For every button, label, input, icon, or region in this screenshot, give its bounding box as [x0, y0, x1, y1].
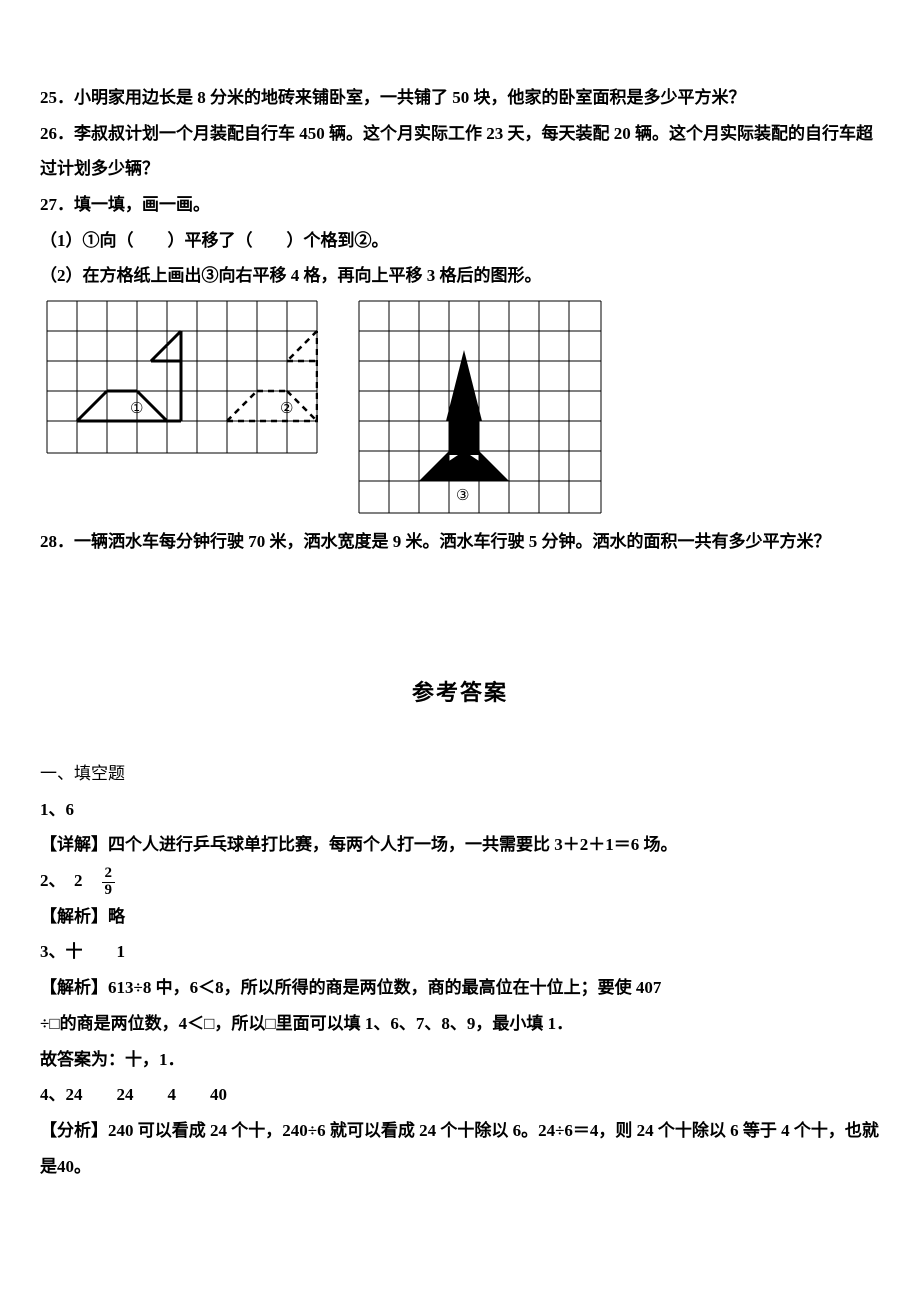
answer-3-detail-line1: 【解析】613÷8 中，6＜8，所以所得的商是两位数，商的最高位在十位上；要使 …	[40, 970, 880, 1006]
answer-1-detail-text: 四个人进行乒乓球单打比赛，每两个人打一场，一共需要比 3＋2＋1＝6 场。	[108, 835, 678, 854]
question-25: 25．小明家用边长是 8 分米的地砖来铺卧室，一共铺了 50 块，他家的卧室面积…	[40, 80, 880, 116]
answer-2-frac-den: 9	[102, 883, 116, 899]
question-26: 26．李叔叔计划一个月装配自行车 450 辆。这个月实际工作 23 天，每天装配…	[40, 116, 880, 187]
section-1-heading: 一、填空题	[40, 756, 880, 792]
answer-3-detail-line3: 故答案为：十，1．	[40, 1042, 880, 1078]
figure-2: ③	[358, 300, 602, 514]
figures-row: ① ②	[46, 300, 880, 514]
answer-1-detail: 【详解】四个人进行乒乓球单打比赛，每两个人打一场，一共需要比 3＋2＋1＝6 场…	[40, 827, 880, 863]
answer-1-detail-label: 【详解】	[40, 835, 108, 854]
answer-2-frac-num: 2	[102, 866, 116, 883]
label-circle-1: ①	[130, 401, 143, 417]
label-circle-3: ③	[456, 488, 469, 504]
answer-2-prefix: 2、 2	[40, 871, 100, 890]
question-27-2: （2）在方格纸上画出③向右平移 4 格，再向上平移 3 格后的图形。	[40, 258, 880, 294]
answer-2: 2、 2 29	[40, 863, 880, 899]
figure-1: ① ②	[46, 300, 318, 454]
answer-4: 4、24 24 4 40	[40, 1077, 880, 1113]
answers-body: 一、填空题 1、6 【详解】四个人进行乒乓球单打比赛，每两个人打一场，一共需要比…	[40, 756, 880, 1184]
page-root: 25．小明家用边长是 8 分米的地砖来铺卧室，一共铺了 50 块，他家的卧室面积…	[0, 0, 920, 1224]
answer-2-detail: 【解析】略	[40, 899, 880, 935]
question-28: 28．一辆洒水车每分钟行驶 70 米，洒水宽度是 9 米。洒水车行驶 5 分钟。…	[40, 524, 880, 560]
answer-1: 1、6	[40, 792, 880, 828]
label-circle-2: ②	[280, 401, 293, 417]
question-27: 27．填一填，画一画。	[40, 187, 880, 223]
answer-3: 3、十 1	[40, 934, 880, 970]
answer-2-fraction: 29	[102, 866, 116, 899]
answers-title: 参考答案	[40, 670, 880, 716]
question-27-1: （1）①向（ ）平移了（ ）个格到②。	[40, 223, 880, 259]
answer-4-detail: 【分析】240 可以看成 24 个十，240÷6 就可以看成 24 个十除以 6…	[40, 1113, 880, 1184]
answer-3-detail-line2: ÷□的商是两位数，4＜□，所以□里面可以填 1、6、7、8、9，最小填 1．	[40, 1006, 880, 1042]
